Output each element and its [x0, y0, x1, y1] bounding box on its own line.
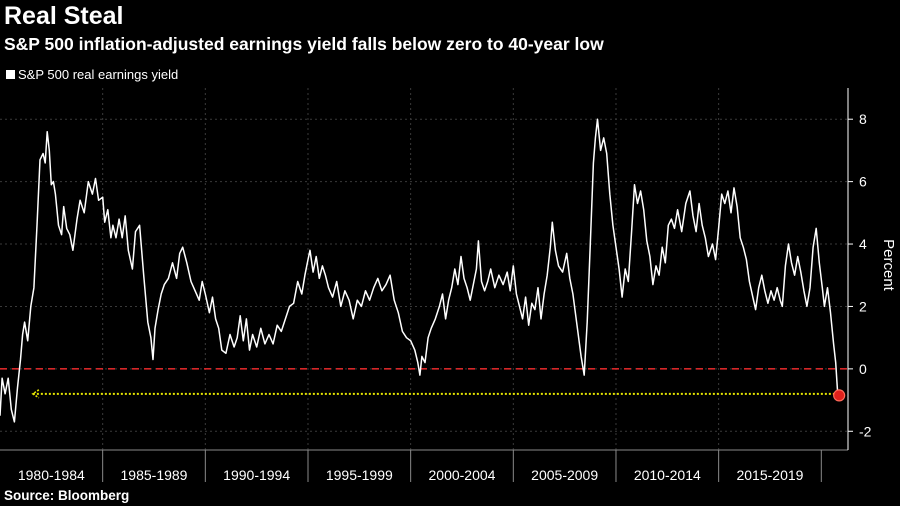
y-tick-label: 6 [859, 174, 867, 190]
y-axis-label: Percent [880, 239, 897, 292]
y-tick-label: 8 [859, 111, 867, 127]
y-tick-label: -2 [859, 423, 872, 439]
legend-swatch [6, 70, 15, 79]
x-tick-label: 2000-2004 [429, 467, 496, 483]
legend: S&P 500 real earnings yield [6, 67, 178, 82]
series-line [0, 118, 840, 423]
x-tick-label: 2005-2009 [531, 467, 598, 483]
reference-arrowhead [31, 389, 40, 399]
y-tick-label: 0 [859, 361, 867, 377]
legend-label: S&P 500 real earnings yield [18, 67, 179, 82]
source-note: Source: Bloomberg [4, 488, 130, 503]
chart-title: Real Steal [4, 2, 124, 30]
x-tick-label: 2010-2014 [634, 467, 701, 483]
axes: -2 0 2 4 6 8 1980-1984 1985-1989 1990-1994 1995-1… [0, 88, 872, 483]
x-tick-label: 1990-1994 [223, 467, 290, 483]
end-point-marker [833, 389, 846, 402]
x-tick-label: 1980-1984 [18, 467, 85, 483]
x-tick-label: 1995-1999 [326, 467, 393, 483]
grid [0, 88, 848, 450]
reference-lines [0, 368, 848, 399]
chart-subtitle: S&P 500 inflation-adjusted earnings yiel… [4, 34, 604, 54]
x-tick-label: 1985-1989 [121, 467, 188, 483]
y-tick-label: 4 [859, 236, 867, 252]
x-tick-label: 2015-2019 [736, 467, 803, 483]
y-tick-label: 2 [859, 298, 867, 314]
series [0, 118, 846, 423]
